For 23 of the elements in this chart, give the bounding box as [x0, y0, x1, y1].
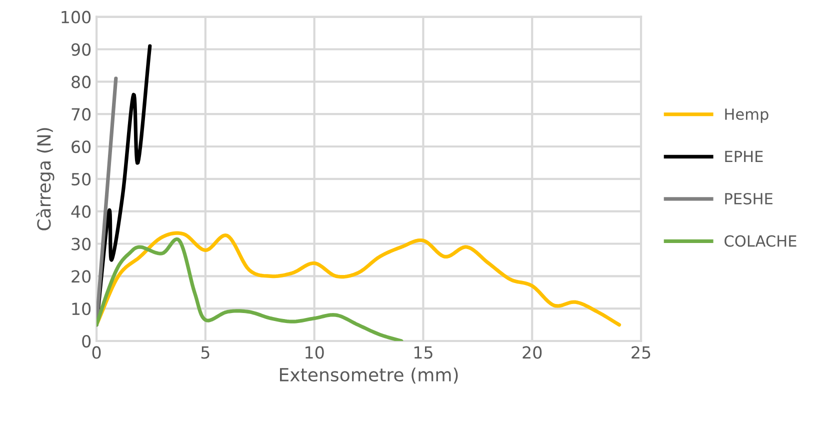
- y-tick-label: 90: [72, 43, 91, 56]
- y-tick-label: 0: [82, 334, 91, 348]
- x-tick-label: 5: [201, 346, 210, 359]
- y-axis-title: Càrrega (N): [36, 128, 54, 230]
- y-tick-label: 20: [72, 270, 91, 283]
- y-tick-label: 80: [72, 76, 91, 88]
- y-tick-label: 50: [72, 172, 91, 186]
- legend-label: PESHE: [725, 192, 772, 204]
- y-tick-label: 70: [72, 108, 91, 121]
- x-axis-title: Extensometre (mm): [280, 368, 458, 384]
- y-tick-label: 60: [72, 140, 91, 154]
- x-tick-label: 0: [92, 346, 101, 359]
- legend-label: COLACHE: [724, 235, 796, 247]
- y-tick-label: 30: [72, 238, 91, 250]
- x-tick-label: 15: [414, 346, 432, 359]
- x-tick-label: 10: [306, 346, 324, 359]
- x-tick-label: 25: [632, 346, 650, 359]
- legend-label: EPHE: [725, 150, 763, 162]
- y-tick-label: 100: [62, 10, 91, 24]
- x-tick-label: 20: [522, 346, 542, 359]
- y-tick-label: 40: [71, 205, 91, 218]
- legend-label: Hemp: [725, 108, 768, 123]
- y-tick-label: 10: [72, 302, 91, 316]
